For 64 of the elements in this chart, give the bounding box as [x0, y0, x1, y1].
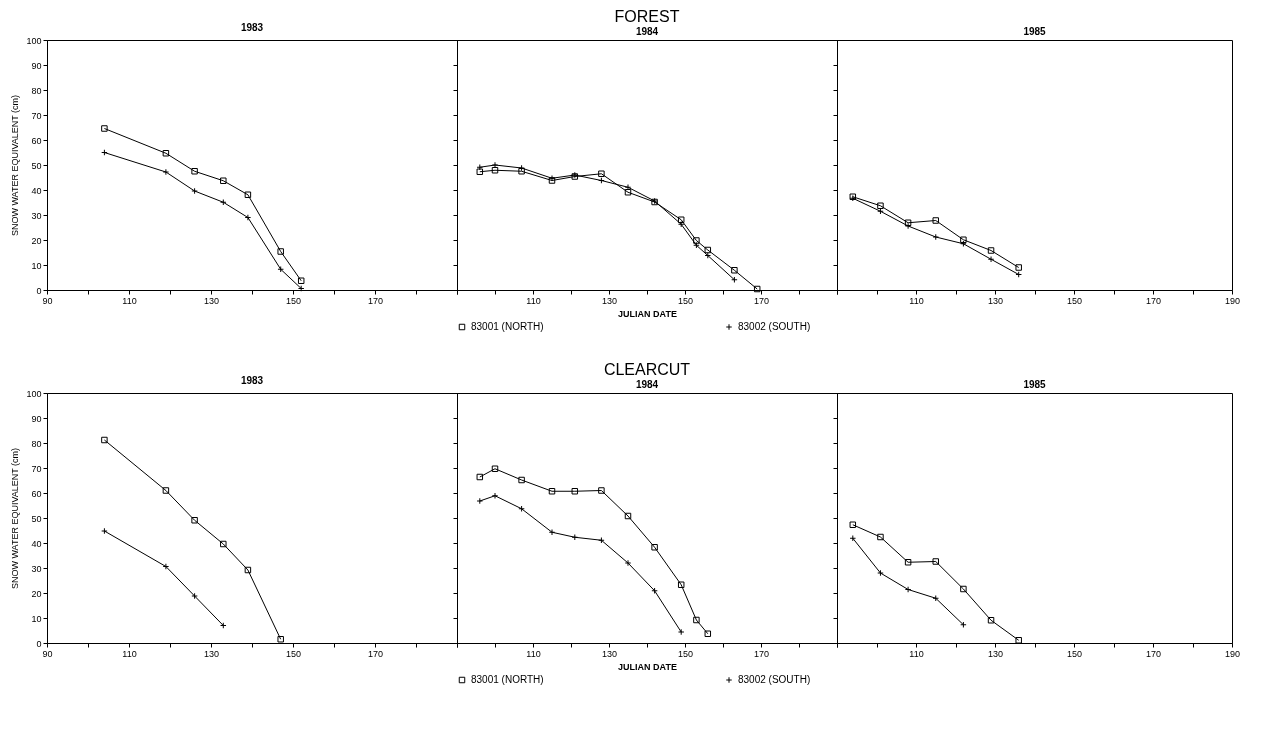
- x-tick-label: 150: [285, 295, 302, 306]
- x-tick-label: 170: [1145, 648, 1162, 659]
- y-tick-label: 10: [31, 260, 42, 271]
- y-tick-label: 20: [31, 588, 42, 599]
- x-tick-label: 130: [203, 295, 220, 306]
- x-axis-title: JULIAN DATE: [618, 661, 677, 672]
- x-tick-label: 150: [285, 648, 302, 659]
- x-tick-label: 130: [601, 648, 618, 659]
- x-tick-label: 150: [677, 648, 694, 659]
- x-tick-label: 170: [753, 295, 770, 306]
- y-tick-label: 60: [31, 135, 42, 146]
- x-tick-label: 170: [367, 648, 384, 659]
- y-tick-label: 100: [26, 388, 42, 399]
- legend-label: 83002 (SOUTH): [738, 321, 811, 332]
- y-tick-label: 40: [31, 185, 42, 196]
- x-tick-label: 190: [1224, 295, 1241, 306]
- y-axis-title: SNOW WATER EQUIVALENT (cm): [10, 94, 21, 237]
- x-tick-label: 110: [526, 295, 541, 306]
- y-tick-label: 30: [31, 210, 42, 221]
- y-tick-label: 80: [31, 85, 42, 96]
- x-tick-label: 110: [122, 648, 137, 659]
- x-tick-label: 150: [677, 295, 694, 306]
- legend-label: 83001 (NORTH): [471, 321, 544, 332]
- y-tick-label: 80: [31, 438, 42, 449]
- y-tick-label: 30: [31, 563, 42, 574]
- y-tick-label: 100: [26, 35, 42, 46]
- y-tick-label: 90: [31, 413, 42, 424]
- chart-title: 1985: [1023, 25, 1047, 37]
- x-tick-label: 190: [1224, 648, 1241, 659]
- chart-title: 1985: [1023, 378, 1047, 390]
- x-tick-label: 130: [203, 648, 220, 659]
- y-tick-label: 90: [31, 60, 42, 71]
- legend-label: 83002 (SOUTH): [738, 674, 811, 685]
- x-axis-title: JULIAN DATE: [618, 308, 677, 319]
- y-tick-label: 70: [31, 463, 42, 474]
- x-tick-label: 130: [987, 648, 1004, 659]
- x-tick-label: 170: [1145, 295, 1162, 306]
- chart-subtitle: 1984: [635, 378, 659, 390]
- chart-title: FOREST: [614, 7, 680, 25]
- x-tick-label: 110: [909, 295, 924, 306]
- chart-title: 1983: [240, 22, 264, 33]
- y-tick-label: 60: [31, 488, 42, 499]
- y-tick-label: 0: [36, 285, 42, 296]
- chart-subtitle: 1984: [635, 25, 659, 37]
- x-tick-label: 170: [367, 295, 384, 306]
- x-tick-label: 110: [526, 648, 541, 659]
- x-tick-label: 110: [909, 648, 924, 659]
- y-tick-label: 40: [31, 538, 42, 549]
- chart-title: CLEARCUT: [603, 360, 691, 378]
- y-tick-label: 50: [31, 160, 42, 171]
- y-axis-title: SNOW WATER EQUIVALENT (cm): [10, 447, 21, 590]
- x-tick-label: 170: [753, 648, 770, 659]
- y-tick-label: 50: [31, 513, 42, 524]
- y-tick-label: 70: [31, 110, 42, 121]
- x-tick-label: 130: [601, 295, 618, 306]
- y-tick-label: 10: [31, 613, 42, 624]
- y-tick-label: 20: [31, 235, 42, 246]
- x-tick-label: 150: [1066, 295, 1083, 306]
- y-tick-label: 0: [36, 638, 42, 649]
- x-tick-label: 150: [1066, 648, 1083, 659]
- x-tick-label: 130: [987, 295, 1004, 306]
- legend-label: 83001 (NORTH): [471, 674, 544, 685]
- x-tick-label: 110: [122, 295, 137, 306]
- chart-title: 1983: [240, 375, 264, 386]
